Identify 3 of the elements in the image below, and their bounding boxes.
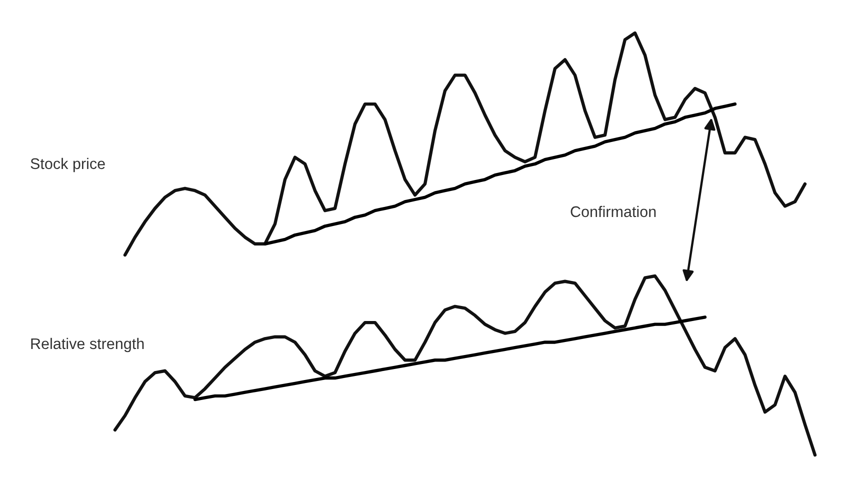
text: Stock price — [30, 158, 105, 172]
annotation: Confirmation — [570, 206, 656, 218]
series-label: Relative strength — [31, 338, 144, 352]
